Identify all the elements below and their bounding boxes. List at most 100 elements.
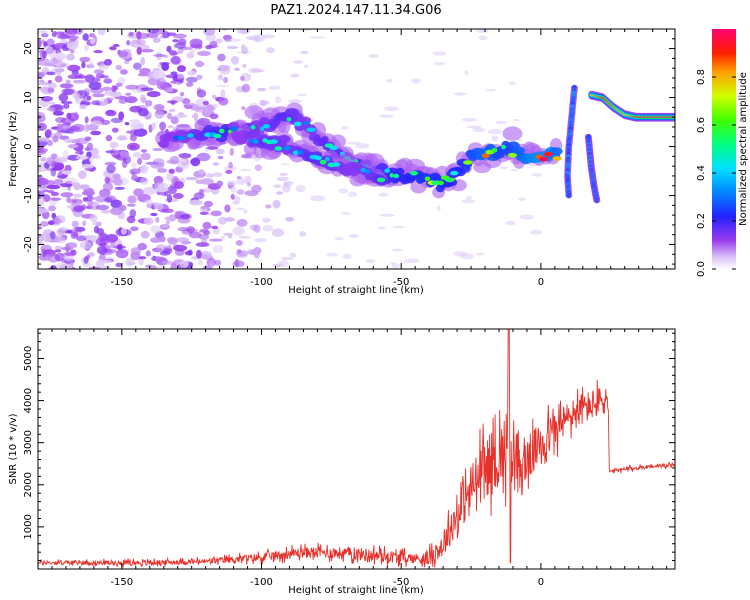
main-ridge-halo — [502, 126, 523, 141]
noise-blob — [262, 224, 274, 232]
noise-blob — [166, 112, 173, 120]
noise-blob — [115, 249, 129, 259]
noise-blob — [143, 186, 157, 195]
noise-blob — [235, 240, 243, 246]
main-ridge-core — [219, 128, 225, 134]
colorbar-tick-label: 0.2 — [696, 213, 707, 229]
noise-blob — [234, 67, 241, 71]
noise-blob — [152, 37, 161, 43]
noise-blob — [221, 29, 227, 32]
noise-blob — [236, 219, 248, 227]
y-tick-label: 2000 — [23, 472, 34, 497]
noise-blob — [184, 250, 193, 256]
noise-blob — [140, 87, 154, 91]
noise-blob — [51, 66, 64, 73]
main-ridge-core — [437, 180, 444, 186]
noise-blob — [208, 262, 215, 267]
noise-blob — [475, 252, 485, 256]
noise-blob — [56, 228, 66, 236]
noise-blob — [74, 75, 87, 79]
lower-branch-core — [360, 167, 366, 173]
noise-blob — [110, 199, 122, 209]
noise-blob — [509, 81, 517, 85]
line-feature — [675, 114, 680, 120]
noise-blob — [202, 221, 212, 230]
noise-blob — [177, 227, 190, 232]
noise-blob — [155, 104, 165, 111]
noise-blob — [290, 73, 299, 78]
lower-branch-core — [325, 156, 330, 162]
main-ridge-core — [263, 124, 270, 129]
noise-blob — [454, 92, 467, 96]
noise-blob — [95, 204, 110, 211]
noise-blob — [59, 83, 74, 89]
noise-blob — [166, 159, 180, 164]
noise-blob — [88, 252, 95, 257]
noise-blob — [38, 199, 43, 204]
lower-branch-core — [364, 169, 371, 174]
noise-blob — [295, 184, 306, 193]
noise-blob — [338, 188, 349, 194]
noise-blob — [218, 74, 223, 81]
main-ridge-core — [303, 120, 310, 126]
noise-blob — [259, 99, 267, 107]
noise-blob — [115, 262, 123, 268]
noise-blob — [240, 44, 247, 52]
noise-blob — [140, 230, 150, 239]
colorbar: 0.0 0.2 0.4 0.6 0.8 Normalized spectral ampl… — [696, 29, 749, 277]
main-ridge-core — [481, 153, 490, 158]
noise-blob — [485, 89, 497, 92]
noise-blob — [84, 147, 90, 152]
noise-blob — [227, 180, 238, 186]
y-tick-label: -10 — [23, 187, 34, 203]
noise-blob — [42, 194, 51, 202]
noise-blob — [102, 182, 114, 192]
noise-blob — [242, 64, 247, 68]
noise-blob — [170, 71, 178, 76]
noise-blob — [180, 91, 184, 97]
noise-blob — [50, 265, 57, 269]
noise-blob — [170, 116, 179, 125]
main-ridge — [377, 163, 388, 171]
noise-blob — [189, 231, 202, 239]
noise-blob — [104, 58, 112, 66]
noise-blob — [130, 226, 139, 232]
noise-blob — [166, 100, 178, 104]
noise-blob — [268, 85, 281, 91]
noise-blob — [262, 34, 275, 39]
noise-blob — [84, 45, 89, 52]
lower-branch-core — [297, 149, 304, 155]
noise-blob — [178, 153, 192, 159]
noise-blob — [50, 153, 58, 159]
noise-blob — [156, 244, 166, 251]
noise-blob — [304, 64, 309, 69]
noise-blob — [145, 100, 153, 107]
noise-blob — [103, 265, 110, 269]
noise-blob — [341, 125, 349, 130]
main-ridge-core — [450, 170, 459, 176]
noise-blob — [81, 163, 95, 169]
noise-blob — [214, 85, 230, 88]
lower-branch — [246, 130, 261, 139]
noise-blob — [174, 210, 186, 216]
noise-blob — [88, 60, 94, 69]
noise-blob — [52, 110, 64, 116]
noise-blob — [152, 147, 163, 152]
noise-blob — [236, 249, 242, 254]
noise-blob — [126, 142, 140, 151]
noise-blob — [38, 114, 46, 120]
steep-branch — [586, 134, 591, 140]
noise-blob — [71, 220, 79, 228]
noise-blob — [64, 101, 69, 109]
noise-blob — [505, 220, 516, 226]
noise-blob — [241, 83, 251, 93]
noise-blob — [109, 141, 119, 149]
spectrogram-heatmap — [38, 29, 680, 269]
noise-blob — [55, 31, 65, 35]
noise-blob — [79, 104, 88, 110]
noise-blob — [276, 176, 290, 182]
noise-blob — [50, 197, 62, 201]
noise-blob — [46, 71, 56, 76]
noise-blob — [198, 169, 205, 175]
noise-blob — [202, 101, 209, 106]
